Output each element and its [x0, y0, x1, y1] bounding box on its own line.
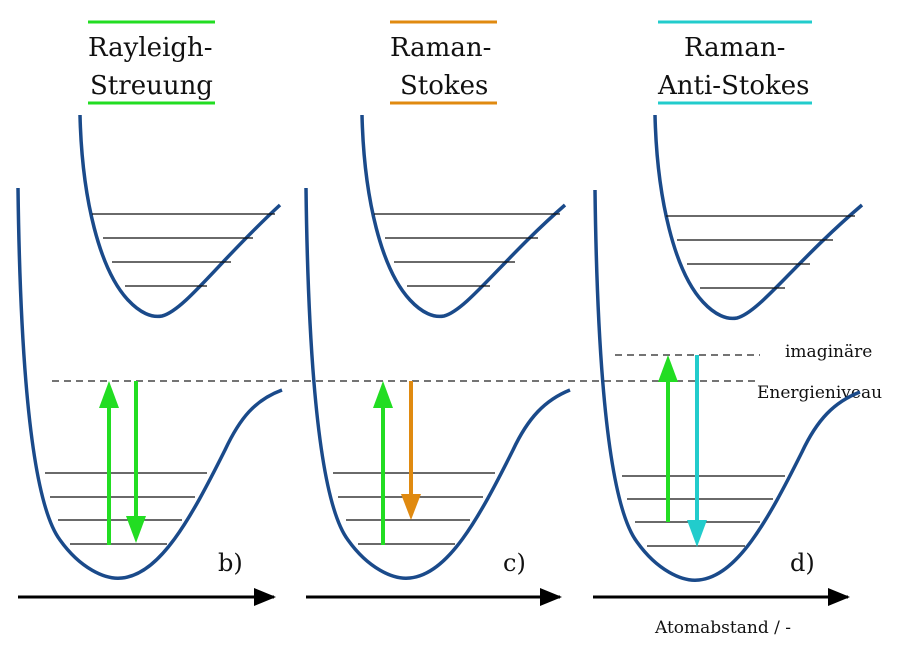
excited-state-levels [374, 213, 560, 287]
x-axis-arrowhead [540, 588, 562, 606]
x-axis-arrowhead [254, 588, 276, 606]
excitation-arrow [373, 381, 393, 545]
emission-arrow [401, 381, 421, 520]
ground-state-levels [45, 472, 207, 545]
panel-letter: b) [218, 549, 243, 577]
panel-title-line1: Raman- [684, 33, 785, 63]
excited-state-levels [666, 215, 855, 289]
panel-letter: d) [790, 549, 815, 577]
ground-state-potential-curve [304, 187, 571, 580]
panel-stokes: Raman- Stokes c) [304, 20, 571, 606]
panel-title-line1: Rayleigh- [88, 33, 213, 63]
excitation-arrow [99, 381, 119, 545]
excited-state-potential-curve [653, 114, 864, 321]
ground-state-levels [622, 475, 785, 547]
panel-title-line2: Streuung [90, 71, 213, 101]
panel-rayleigh: Rayleigh- Streuung b) [16, 20, 283, 606]
ground-state-potential-curve [593, 189, 861, 582]
emission-arrow [126, 381, 146, 543]
x-axis-arrowhead [828, 588, 850, 606]
excitation-arrow [658, 355, 678, 522]
panel-title-line1: Raman- [390, 33, 491, 63]
panel-anti-stokes: Raman- Anti-Stokes d) [593, 20, 864, 606]
excited-state-levels [92, 213, 275, 287]
excited-state-potential-curve [78, 114, 282, 319]
excited-state-potential-curve [360, 114, 567, 319]
emission-arrow [687, 355, 707, 547]
ground-state-potential-curve [16, 187, 283, 580]
virtual-level-label-line1: imaginäre [785, 342, 872, 362]
virtual-level-label-line2: Energieniveau [757, 383, 882, 403]
x-axis-label: Atomabstand / - [654, 618, 791, 638]
panel-title-line2: Stokes [400, 71, 488, 101]
panel-title-line2: Anti-Stokes [657, 71, 809, 101]
panel-letter: c) [503, 549, 526, 577]
